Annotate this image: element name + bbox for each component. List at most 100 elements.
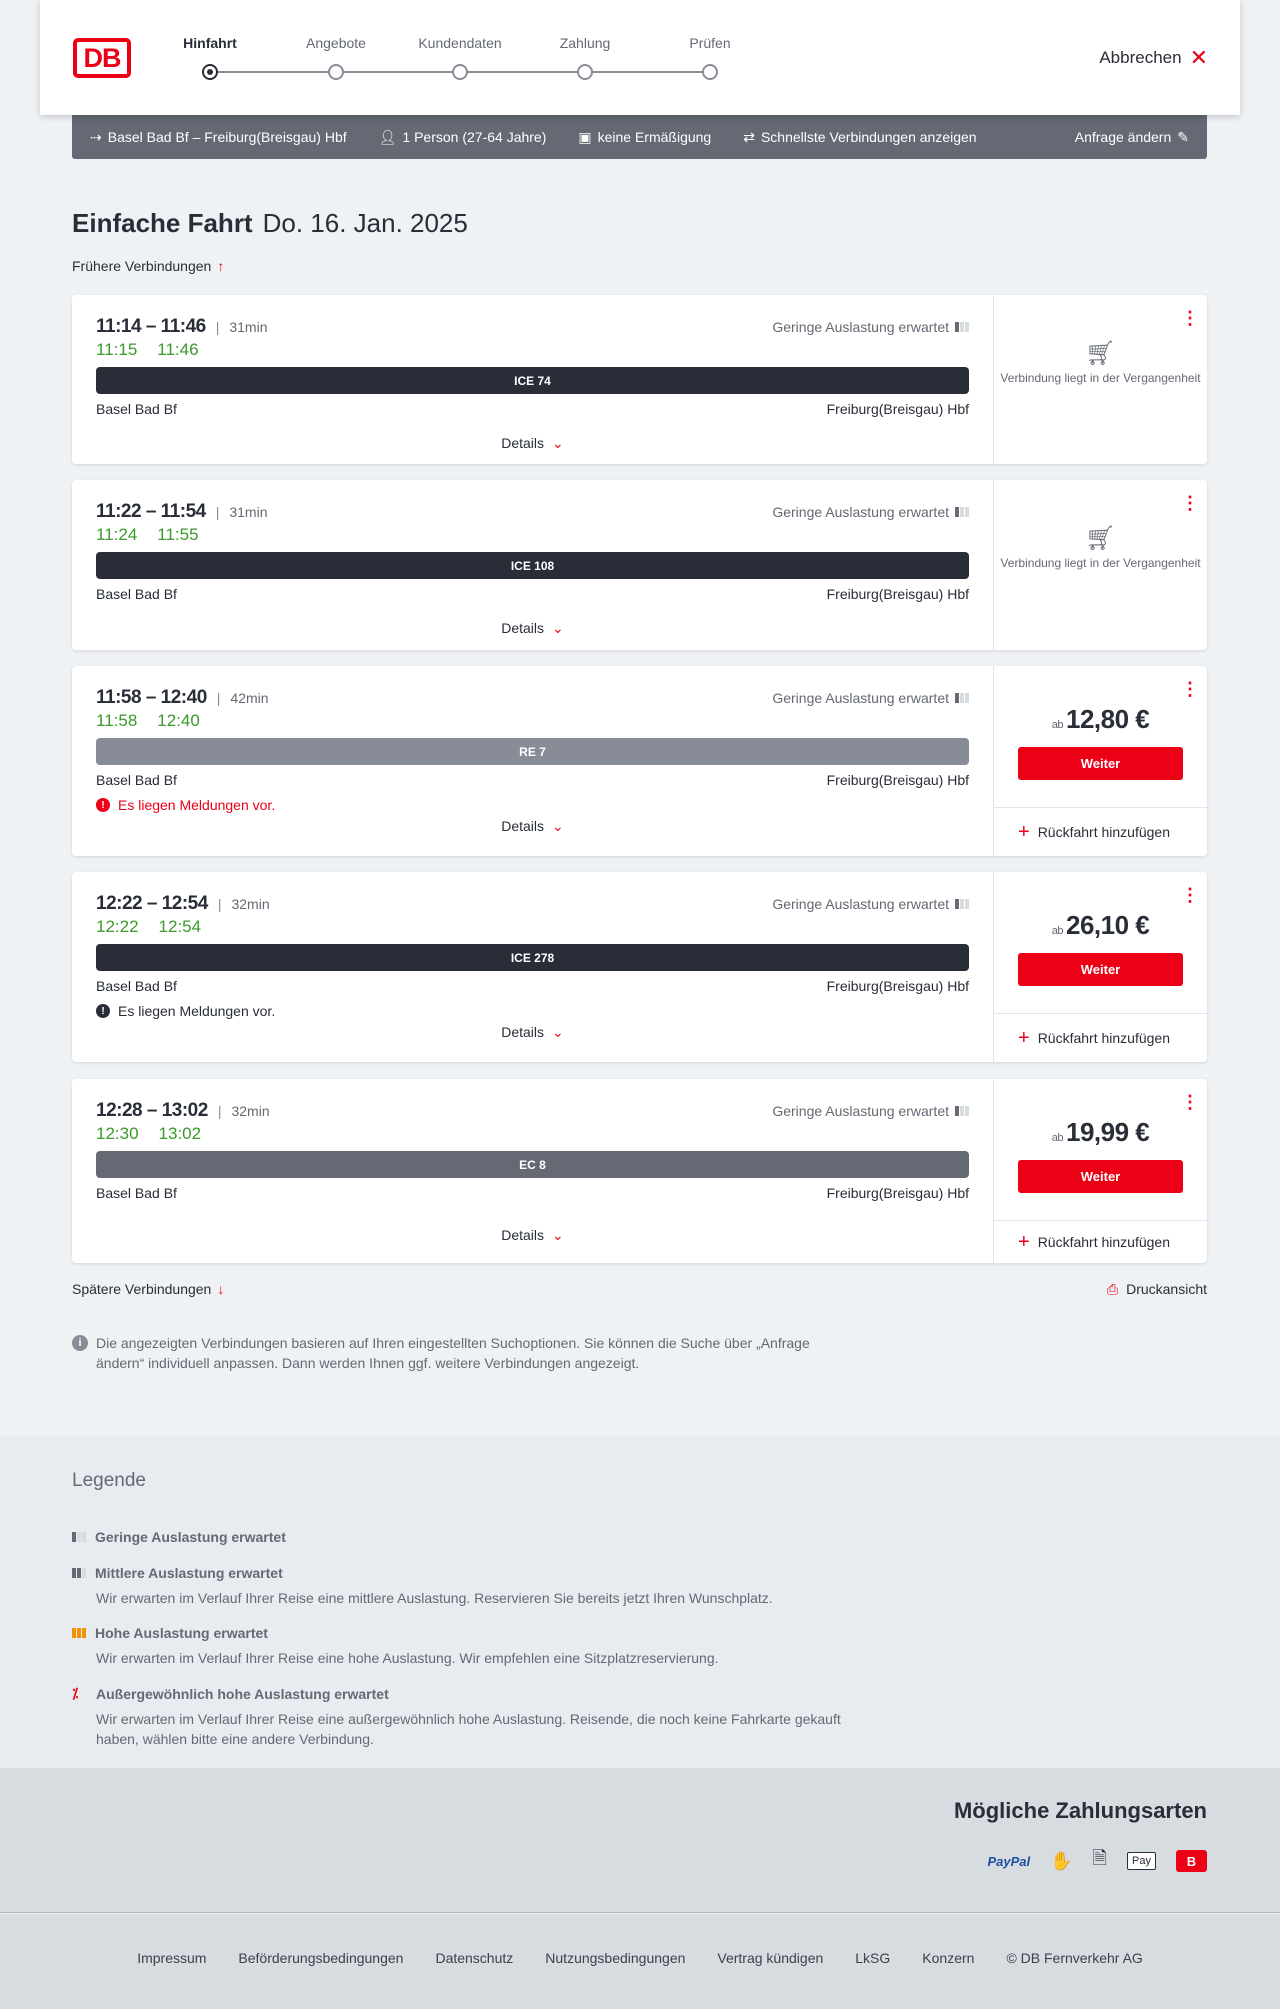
connection-card: 11:58 – 12:40 | 42min Geringe Auslastung e… — [72, 666, 1207, 856]
arrival-station: Freiburg(Breisgau) Hbf — [826, 1185, 969, 1201]
footer-link[interactable]: Datenschutz — [435, 1950, 514, 1966]
load-label: Geringe Auslastung erwartet — [772, 690, 949, 706]
info-text: Die angezeigten Verbindungen basieren au… — [96, 1335, 810, 1371]
more-options-icon[interactable]: ⋮ — [1181, 493, 1199, 513]
footer-link[interactable]: Nutzungsbedingungen — [545, 1950, 686, 1966]
footer: Impressum Beförderungsbedingungen Datensch… — [0, 1914, 1280, 2009]
load-label: Geringe Auslastung erwartet — [772, 1103, 949, 1119]
details-toggle[interactable]: Details ⌄ — [72, 435, 993, 452]
more-options-icon[interactable]: ⋮ — [1181, 308, 1199, 328]
connection-details: 11:14 – 11:46 | 31min Geringe Auslastung e… — [72, 295, 994, 464]
duration: 31min — [229, 504, 268, 520]
add-return-button[interactable]: + Rückfahrt hinzufügen — [994, 807, 1207, 856]
arrival-station: Freiburg(Breisgau) Hbf — [826, 586, 969, 602]
duration: 42min — [230, 690, 269, 706]
message-text: Es liegen Meldungen vor. — [118, 1003, 276, 1019]
arrival-station: Freiburg(Breisgau) Hbf — [826, 978, 969, 994]
change-query-button[interactable]: Anfrage ändern ✎ — [1075, 129, 1189, 146]
price-value: 26,10 € — [1066, 910, 1150, 940]
train-bar[interactable]: EC 8 — [96, 1151, 969, 1178]
departure-station: Basel Bad Bf — [96, 772, 177, 788]
continue-button[interactable]: Weiter — [1018, 1160, 1183, 1193]
low-load-icon — [955, 507, 969, 517]
more-options-icon[interactable]: ⋮ — [1181, 1092, 1199, 1112]
arrival-station: Freiburg(Breisgau) Hbf — [826, 772, 969, 788]
train-bar[interactable]: ICE 74 — [96, 367, 969, 394]
offer-panel: ⋮ ab 26,10 € Weiter + Rückfahrt hinzufügen — [994, 872, 1207, 1062]
past-text: Verbindung liegt in der Vergangenheit — [1000, 556, 1201, 570]
add-return-button[interactable]: + Rückfahrt hinzufügen — [994, 1013, 1207, 1062]
scheduled-times: 12:28 – 13:02 — [96, 1100, 208, 1121]
continue-button[interactable]: Weiter — [1018, 953, 1183, 986]
price: ab 19,99 € — [994, 1117, 1207, 1148]
trip-date: Do. 16. Jan. 2025 — [262, 208, 468, 238]
train-bar[interactable]: RE 7 — [96, 738, 969, 765]
plus-icon: + — [1018, 1026, 1030, 1049]
divider: | — [216, 690, 221, 706]
connection-details: 11:22 – 11:54 | 31min Geringe Auslastung e… — [72, 480, 994, 650]
route-label: Basel Bad Bf – Freiburg(Breisgau) Hbf — [107, 129, 347, 145]
legend-title: Legende — [72, 1470, 146, 1491]
past-connection-notice: 🛒︎ Verbindung liegt in der Vergangenheit — [994, 527, 1207, 572]
price-value: 12,80 € — [1066, 704, 1150, 734]
details-toggle[interactable]: Details ⌄ — [72, 1227, 993, 1244]
departure-station: Basel Bad Bf — [96, 978, 177, 994]
earlier-connections-link[interactable]: Frühere Verbindungen ↑ — [72, 258, 224, 274]
legend-item-text: Wir erwarten im Verlauf Ihrer Reise eine… — [96, 1650, 719, 1666]
print-view-link[interactable]: ⎙ Druckansicht — [1107, 1281, 1207, 1298]
more-options-icon[interactable]: ⋮ — [1181, 885, 1199, 905]
details-toggle[interactable]: Details ⌄ — [72, 818, 993, 835]
train-name: RE 7 — [519, 744, 546, 759]
connection-details: 12:22 – 12:54 | 32min Geringe Auslastung e… — [72, 872, 994, 1062]
footer-link[interactable]: Konzern — [922, 1950, 975, 1966]
footer-link[interactable]: Beförderungsbedingungen — [238, 1950, 404, 1966]
offer-panel: ⋮ 🛒︎ Verbindung liegt in der Vergangenhei… — [994, 295, 1207, 464]
filter-item: ⇄ Schnellste Verbindungen anzeigen — [743, 129, 976, 146]
details-toggle[interactable]: Details ⌄ — [72, 1024, 993, 1041]
footer-link[interactable]: Impressum — [137, 1950, 207, 1966]
change-query-label: Anfrage ändern — [1074, 129, 1172, 145]
load-indicator: Geringe Auslastung erwartet — [772, 319, 969, 335]
legend-item: Hohe Auslastung erwartet Wir erwarten im … — [72, 1625, 856, 1668]
low-load-icon — [955, 899, 969, 909]
cancel-button[interactable]: Abbrechen ✕ — [1099, 47, 1208, 69]
add-return-label: Rückfahrt hinzufügen — [1037, 1234, 1170, 1250]
print-label: Druckansicht — [1126, 1281, 1207, 1297]
card-icon: ✋ — [1050, 1850, 1073, 1871]
later-connections-link[interactable]: Spätere Verbindungen ↓ — [72, 1281, 224, 1297]
train-name: ICE 74 — [514, 373, 551, 388]
plus-icon: + — [1018, 1230, 1030, 1253]
legend-item-text: Wir erwarten im Verlauf Ihrer Reise eine… — [96, 1590, 773, 1606]
add-return-label: Rückfahrt hinzufügen — [1037, 1030, 1170, 1046]
legend-item-text: Wir erwarten im Verlauf Ihrer Reise eine… — [96, 1711, 841, 1747]
apple-pay-icon: Pay — [1127, 1852, 1156, 1870]
medium-load-icon — [72, 1568, 86, 1578]
footer-link[interactable]: Vertrag kündigen — [717, 1950, 824, 1966]
more-options-icon[interactable]: ⋮ — [1181, 679, 1199, 699]
details-label: Details — [501, 435, 545, 451]
scheduled-times: 11:14 – 11:46 — [96, 316, 206, 337]
continue-button[interactable]: Weiter — [1018, 747, 1183, 780]
load-label: Geringe Auslastung erwartet — [772, 896, 949, 912]
footer-link[interactable]: LkSG — [855, 1950, 891, 1966]
plus-icon: + — [1018, 820, 1030, 843]
connection-details: 11:58 – 12:40 | 42min Geringe Auslastung e… — [72, 666, 994, 856]
trip-type: Einfache Fahrt — [72, 208, 253, 238]
connection-card: 11:22 – 11:54 | 31min Geringe Auslastung e… — [72, 480, 1207, 650]
details-toggle[interactable]: Details ⌄ — [72, 620, 993, 637]
legend-item: Geringe Auslastung erwartet — [72, 1529, 286, 1545]
db-logo[interactable]: DB — [73, 38, 131, 78]
later-label: Spätere Verbindungen — [72, 1281, 212, 1297]
sepa-icon: 🗎 — [1092, 1848, 1108, 1868]
query-summary-bar: ⇢ Basel Bad Bf – Freiburg(Breisgau) Hbf 👤… — [72, 115, 1207, 159]
message-notice[interactable]: ! Es liegen Meldungen vor. — [96, 1003, 275, 1019]
add-return-button[interactable]: + Rückfahrt hinzufügen — [994, 1220, 1207, 1263]
realtime-departure: 11:15 — [96, 340, 138, 359]
db-pay-icon: B — [1176, 1850, 1207, 1872]
departure-station: Basel Bad Bf — [96, 586, 177, 602]
cart-unavailable-icon: 🛒︎ — [1085, 340, 1116, 367]
message-notice[interactable]: ! Es liegen Meldungen vor. — [96, 797, 275, 813]
step-indicator — [328, 64, 344, 80]
train-bar[interactable]: ICE 108 — [96, 552, 969, 579]
train-bar[interactable]: ICE 278 — [96, 944, 969, 971]
